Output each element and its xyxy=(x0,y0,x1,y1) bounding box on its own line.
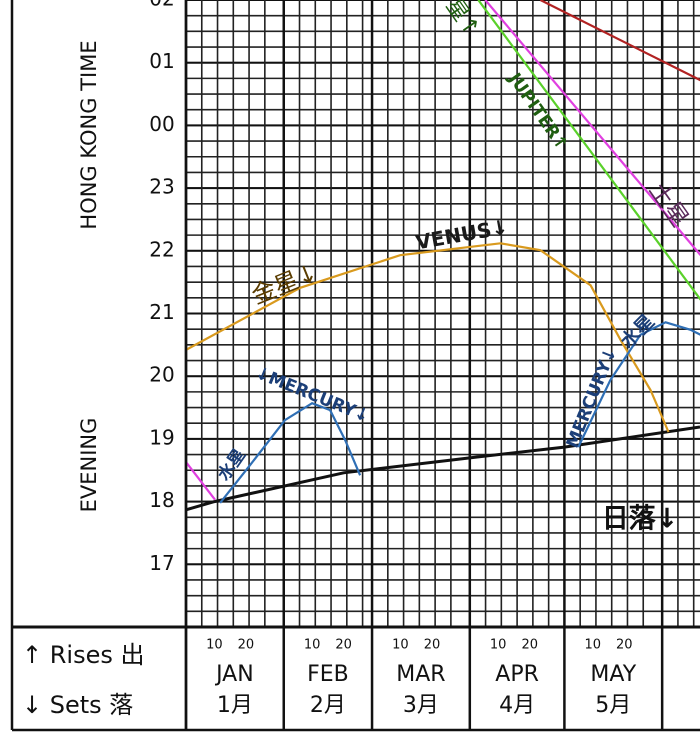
day-tick-label: 10 xyxy=(304,638,321,653)
month-label: APR xyxy=(495,662,539,687)
y-tick-label: 01 xyxy=(149,49,174,73)
y-title: EVENING xyxy=(77,418,101,513)
month-label-cn: 5月 xyxy=(595,693,631,718)
series-line xyxy=(186,461,216,501)
grid xyxy=(184,0,700,730)
month-label: FEB xyxy=(307,662,349,687)
y-tick-label: 17 xyxy=(149,551,174,575)
y-tick-label: 19 xyxy=(149,425,174,449)
series-line xyxy=(484,0,700,256)
day-tick-label: 10 xyxy=(585,638,602,653)
month-label-cn: 1月 xyxy=(217,693,253,718)
curves xyxy=(186,0,700,512)
day-tick-label: 10 xyxy=(392,638,409,653)
legend-row: ↑ Rises 出 xyxy=(22,641,144,669)
series-line xyxy=(186,242,670,433)
y-tick-label: 22 xyxy=(149,237,174,261)
y-tick-label: 02 xyxy=(149,0,174,11)
day-tick-label: 20 xyxy=(616,638,633,653)
day-tick-label: 20 xyxy=(521,638,538,653)
month-label-cn: 3月 xyxy=(403,693,439,718)
day-tick-label: 20 xyxy=(335,638,352,653)
series-line xyxy=(219,401,362,504)
legend-row: ↓ Sets 落 xyxy=(22,691,133,719)
day-tick-label: 10 xyxy=(490,638,507,653)
series-line xyxy=(477,0,700,301)
annotation: 日落↓ xyxy=(602,504,679,535)
day-tick-label: 20 xyxy=(238,638,255,653)
series-line xyxy=(577,321,700,448)
month-label-cn: 2月 xyxy=(310,693,346,718)
y-tick-label: 18 xyxy=(149,488,174,512)
y-tick-label: 21 xyxy=(149,300,174,324)
y-title: HONG KONG TIME xyxy=(77,40,101,229)
y-tick-label: 23 xyxy=(149,175,174,199)
series-line xyxy=(186,425,700,512)
month-label: MAY xyxy=(590,662,636,687)
month-label-cn: 4月 xyxy=(499,693,535,718)
month-label: JAN xyxy=(214,662,254,687)
y-tick-label: 20 xyxy=(149,363,174,387)
series-line xyxy=(539,0,700,82)
y-tick-label: 00 xyxy=(149,112,174,136)
month-label: MAR xyxy=(396,662,445,687)
day-tick-label: 20 xyxy=(424,638,441,653)
day-tick-label: 10 xyxy=(206,638,223,653)
